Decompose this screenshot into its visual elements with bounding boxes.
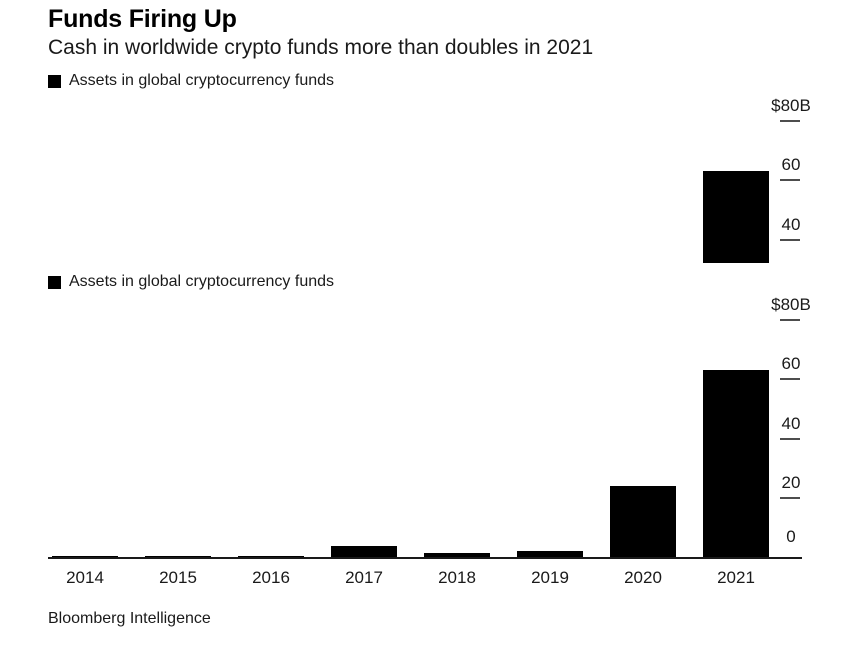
y-axis-tick-40: [780, 238, 800, 241]
x-axis-label-2021: 2021: [717, 568, 755, 587]
bar-2018: [424, 553, 490, 557]
y-axis-label-40: 40: [781, 214, 801, 234]
x-axis-label-2015: 2015: [159, 568, 197, 587]
legend-marker-icon: [48, 74, 61, 88]
legend: Assets in global cryptocurrency funds: [48, 273, 335, 290]
y-axis-tick-60: [780, 179, 800, 182]
bar-2021: [703, 171, 769, 263]
bar-2016: [238, 555, 304, 557]
x-axis-label-2018: 2018: [438, 568, 476, 587]
legend-label: Assets in global cryptocurrency funds: [69, 72, 335, 89]
bar-2021: [703, 370, 769, 557]
y-axis-label-60: 60: [781, 155, 801, 175]
y-axis-label-60: 60: [781, 354, 801, 374]
y-axis-label-80: $80B: [771, 295, 811, 314]
legend-label: Assets in global cryptocurrency funds: [69, 273, 335, 290]
y-axis-tick-80: [780, 319, 800, 321]
x-axis-line: [48, 557, 802, 559]
bar-2017: [331, 546, 397, 557]
legend: Assets in global cryptocurrency funds: [48, 72, 335, 89]
y-axis-tick-40: [780, 437, 800, 440]
bar-2019: [517, 550, 583, 557]
x-axis-label-2016: 2016: [252, 568, 290, 587]
chart-subtitle: Cash in worldwide crypto funds more than…: [48, 36, 594, 59]
bar-2015: [145, 555, 211, 557]
chart-title: Funds Firing Up: [48, 5, 237, 33]
x-axis-label-2017: 2017: [345, 568, 383, 587]
x-axis-label-2014: 2014: [66, 568, 104, 587]
y-axis-label-80: $80B: [771, 96, 811, 115]
y-axis-tick-80: [780, 120, 800, 122]
x-axis-label-2020: 2020: [624, 568, 662, 587]
source-credit: Bloomberg Intelligence: [48, 610, 211, 627]
y-axis-label-0: 0: [786, 527, 796, 546]
bar-2020: [610, 485, 676, 557]
legend-marker-icon: [48, 275, 61, 289]
bar-chart: $80B 60 40 20 0 2014 2015 2016 2017 2018 2019 2020 2…: [0, 294, 860, 587]
bar-2014: [52, 555, 118, 557]
y-axis-label-40: 40: [781, 413, 801, 433]
y-axis-tick-20: [780, 496, 800, 499]
x-axis-label-2019: 2019: [531, 568, 569, 587]
y-axis-tick-60: [780, 378, 800, 381]
y-axis-label-20: 20: [781, 472, 801, 492]
